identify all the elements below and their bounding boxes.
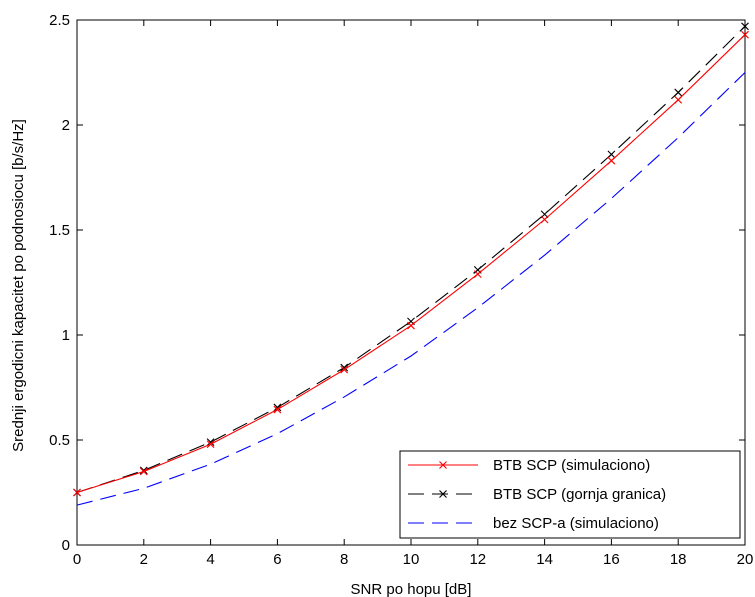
- x-tick-label: 20: [737, 551, 754, 568]
- legend-entry-2: BTB SCP (gornja granica): [408, 486, 666, 503]
- x-tick-label: 6: [273, 551, 281, 568]
- data-point-marker: [139, 467, 148, 476]
- data-point-marker: [273, 403, 282, 412]
- series-1: [73, 30, 749, 497]
- x-tick-label: 10: [403, 551, 420, 568]
- data-point-marker: [674, 95, 683, 104]
- data-point-marker: [607, 150, 616, 159]
- x-tick-label: 14: [536, 551, 553, 568]
- series-line: [76, 72, 746, 506]
- data-point-marker: [439, 490, 447, 498]
- data-point-marker: [206, 440, 215, 449]
- series-layer: [73, 22, 749, 506]
- x-tick-label: 2: [140, 551, 148, 568]
- data-point-marker: [206, 438, 215, 446]
- legend-entry-3: bez SCP-a (simulaciono): [408, 515, 659, 532]
- y-tick-label: 2: [62, 117, 70, 134]
- y-tick-label: 1: [62, 327, 70, 344]
- data-point-marker: [73, 488, 81, 497]
- data-point-marker: [741, 30, 749, 39]
- legend-label: BTB SCP (gornja granica): [493, 486, 666, 503]
- data-point-marker: [540, 215, 549, 224]
- y-tick-label: 0.5: [49, 432, 70, 449]
- x-tick-label: 4: [206, 551, 214, 568]
- data-point-marker: [407, 321, 415, 330]
- axis-ticks: 0 2 4 6 8 10 12 14 16 18 20 0 0.5 1 1.5 2 2.5: [49, 12, 753, 568]
- x-tick-label: 18: [670, 551, 687, 568]
- y-tick-label: 2.5: [49, 12, 70, 29]
- data-point-marker: [340, 365, 349, 374]
- data-point-marker: [607, 156, 616, 165]
- x-tick-label: 0: [73, 551, 81, 568]
- x-tick-label: 16: [603, 551, 620, 568]
- data-point-marker: [741, 22, 749, 31]
- legend: BTB SCP (simulaciono) BTB SCP (gornja gra…: [399, 450, 741, 539]
- y-axis-label: Srednji ergodicni kapacitet po podnosioc…: [10, 119, 27, 452]
- x-tick-label: 8: [340, 551, 348, 568]
- x-axis-label: SNR po hopu [dB]: [351, 581, 472, 597]
- y-tick-label: 0: [62, 537, 70, 554]
- data-point-marker: [674, 88, 683, 97]
- data-point-marker: [273, 405, 282, 414]
- y-tick-label: 1.5: [49, 222, 70, 239]
- data-point-marker: [340, 363, 349, 372]
- legend-label: BTB SCP (simulaciono): [493, 457, 650, 474]
- data-point-marker: [439, 461, 447, 469]
- legend-label: bez SCP-a (simulaciono): [493, 515, 659, 532]
- legend-entry-1: BTB SCP (simulaciono): [408, 457, 650, 474]
- x-tick-label: 12: [469, 551, 486, 568]
- data-point-marker: [473, 270, 482, 278]
- series-3: [76, 72, 746, 506]
